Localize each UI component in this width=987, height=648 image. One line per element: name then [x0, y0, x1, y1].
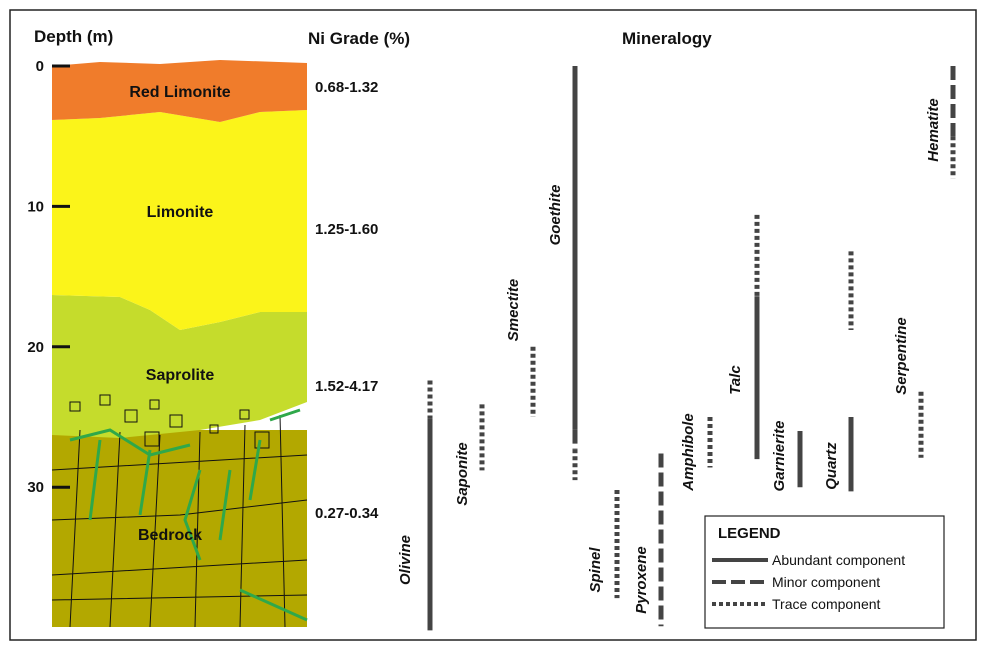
legend-title: LEGEND — [718, 525, 781, 542]
grade-label: 0.68-1.32 — [315, 79, 378, 96]
mineral-label: Amphibole — [680, 413, 697, 492]
mineral-label: Talc — [727, 365, 744, 395]
mineral-label: Quartz — [823, 442, 840, 490]
diagram: Depth (m) Ni Grade (%) Mineralogy Red Li… — [0, 0, 987, 648]
grade-label: 0.27-0.34 — [315, 505, 379, 522]
mineral-label: Spinel — [587, 547, 604, 593]
depth-label: 30 — [27, 479, 44, 496]
mineralogy-header: Mineralogy — [622, 29, 712, 48]
legend-label: Abundant component — [772, 552, 905, 568]
mineral-label: Pyroxene — [633, 546, 650, 614]
mineral-label: Hematite — [925, 98, 942, 161]
layer-label: Limonite — [147, 204, 214, 221]
depth-label: 0 — [36, 58, 44, 75]
mineral-label: Serpentine — [893, 317, 910, 395]
depth-header: Depth (m) — [34, 27, 113, 46]
legend-label: Minor component — [772, 574, 880, 590]
layer-label: Red Limonite — [129, 84, 230, 101]
grade-header: Ni Grade (%) — [308, 29, 410, 48]
grade-label: 1.25-1.60 — [315, 221, 378, 238]
legend-label: Trace component — [772, 596, 881, 612]
grade-label: 1.52-4.17 — [315, 378, 378, 395]
layer-label: Bedrock — [138, 527, 202, 544]
mineral-label: Goethite — [547, 185, 564, 246]
mineral-label: Saponite — [454, 442, 471, 505]
mineral-label: Smectite — [505, 279, 522, 342]
layer-label: Saprolite — [146, 367, 215, 384]
depth-label: 20 — [27, 339, 44, 356]
depth-label: 10 — [27, 198, 44, 215]
mineral-label: Garnierite — [771, 421, 788, 492]
mineral-label: Olivine — [397, 535, 414, 585]
